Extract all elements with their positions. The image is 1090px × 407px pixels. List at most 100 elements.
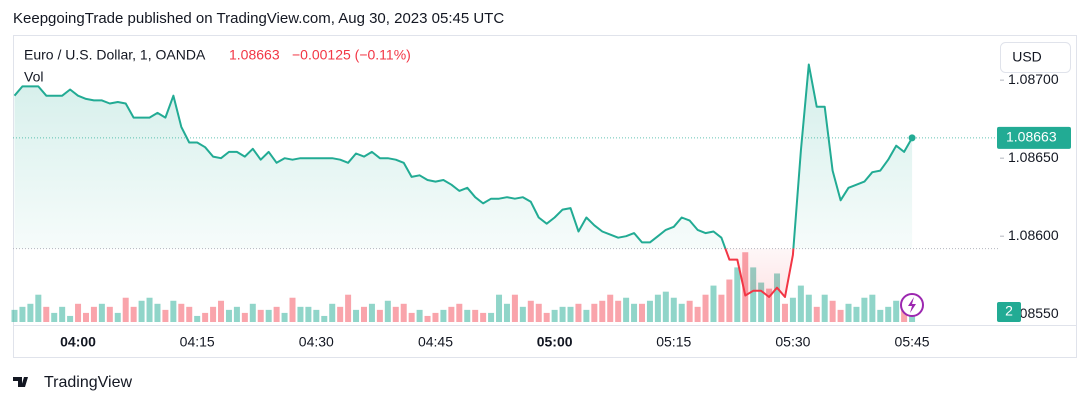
volume-bar xyxy=(853,306,860,322)
currency-button-box[interactable] xyxy=(1000,42,1071,73)
volume-bar xyxy=(59,306,66,322)
volume-bar xyxy=(638,303,645,322)
volume-bar xyxy=(90,306,97,322)
volume-bar xyxy=(488,312,495,322)
legend-price: 1.08663 xyxy=(229,47,280,63)
volume-bar xyxy=(845,303,852,322)
volume-bar xyxy=(43,306,50,322)
volume-bar xyxy=(885,306,892,322)
volume-bar xyxy=(805,294,812,322)
volume-bar xyxy=(591,303,598,322)
overlay: Euro / U.S. Dollar, 1, OANDA 1.08663 −0.… xyxy=(24,47,1071,322)
volume-bar xyxy=(670,297,677,322)
price-area xyxy=(14,64,913,297)
volume-bar xyxy=(718,294,725,322)
volume-bar xyxy=(519,306,526,322)
volume-bar xyxy=(305,306,312,322)
volume-bar xyxy=(273,306,280,322)
volume-bar xyxy=(527,300,534,322)
volume-bar xyxy=(35,294,42,322)
volume-bar xyxy=(424,315,431,322)
volume-bar xyxy=(710,285,717,322)
volume-bar xyxy=(877,309,884,322)
volume-bar xyxy=(122,297,129,322)
volume-bar xyxy=(313,309,320,322)
currency-label[interactable]: USD xyxy=(1012,49,1042,65)
volume-bar xyxy=(615,300,622,322)
volume-bar xyxy=(408,312,415,322)
volume-badge xyxy=(997,302,1021,322)
volume-bar xyxy=(472,309,479,322)
brand-logo: TradingView xyxy=(13,374,132,391)
alert-bolt xyxy=(908,297,916,313)
volume-bar xyxy=(210,306,217,322)
volume-bar xyxy=(51,312,58,322)
volume-bar xyxy=(82,312,89,322)
volume-bar xyxy=(686,300,693,322)
volume-bar xyxy=(797,285,804,322)
x-tick-label: 04:15 xyxy=(180,334,215,350)
volume-bar xyxy=(138,300,145,322)
volume-bar xyxy=(551,309,558,322)
volume-bar xyxy=(162,309,169,322)
volume-bar xyxy=(281,312,288,322)
price-badge-label: 1.08663 xyxy=(1006,129,1057,145)
volume-bar xyxy=(599,300,606,322)
logo-mark xyxy=(13,377,28,387)
volume-bar xyxy=(289,297,296,322)
volume-bar xyxy=(154,303,161,322)
published-line: KeepgoingTrade published on TradingView.… xyxy=(13,10,504,27)
volume-bar xyxy=(106,306,113,322)
currency-button[interactable]: USD xyxy=(1000,42,1071,73)
volume-bar xyxy=(392,306,399,322)
volume-bar xyxy=(98,303,105,322)
volume-bar xyxy=(503,303,510,322)
volume-bar xyxy=(218,300,225,322)
volume-bar xyxy=(662,291,669,322)
volume-bar xyxy=(543,312,550,322)
volume-bar xyxy=(511,294,518,322)
volume-bar xyxy=(432,312,439,322)
volume-bar xyxy=(368,303,375,322)
volume-bar xyxy=(384,300,391,322)
volume-bar xyxy=(27,303,34,322)
volume-bar xyxy=(781,303,788,322)
volume-bar xyxy=(837,309,844,322)
volume-bar xyxy=(678,303,685,322)
volume-bar xyxy=(178,303,185,322)
volume-bar xyxy=(448,306,455,322)
volume-bar xyxy=(376,309,383,322)
volume-bar xyxy=(345,294,352,322)
volume-bar xyxy=(575,303,582,322)
volume-bar xyxy=(567,306,574,322)
brand-name: TradingView xyxy=(44,374,132,391)
volume-bar xyxy=(726,279,733,322)
volume-legend: Vol xyxy=(24,69,43,85)
x-tick-label: 05:45 xyxy=(895,334,930,350)
volume-bar xyxy=(694,306,701,322)
price-badge xyxy=(997,126,1071,149)
volume-bar xyxy=(821,294,828,322)
volume-bar xyxy=(559,306,566,322)
volume-bar xyxy=(623,297,630,322)
volume-bar xyxy=(130,306,137,322)
volume-bar xyxy=(400,303,407,322)
volume-bar xyxy=(750,267,757,322)
volume-bar xyxy=(480,312,487,322)
volume-bar xyxy=(233,306,240,322)
volume-bar xyxy=(758,282,765,322)
volume-bar xyxy=(67,315,74,322)
legend-change: −0.00125 (−0.11%) xyxy=(292,47,411,63)
volume-bar xyxy=(257,309,264,322)
y-tick-label: 1.08650 xyxy=(1008,149,1059,165)
volume-bar xyxy=(75,303,82,322)
y-tick-label: 1.08700 xyxy=(1008,71,1059,87)
volume-bar xyxy=(774,273,781,322)
volume-bar xyxy=(360,306,367,322)
volume-bar xyxy=(734,267,741,322)
symbol-title: Euro / U.S. Dollar, 1, OANDA xyxy=(24,47,206,63)
volume-bar xyxy=(702,294,709,322)
volume-bar xyxy=(456,303,463,322)
volume-bar xyxy=(321,315,328,322)
